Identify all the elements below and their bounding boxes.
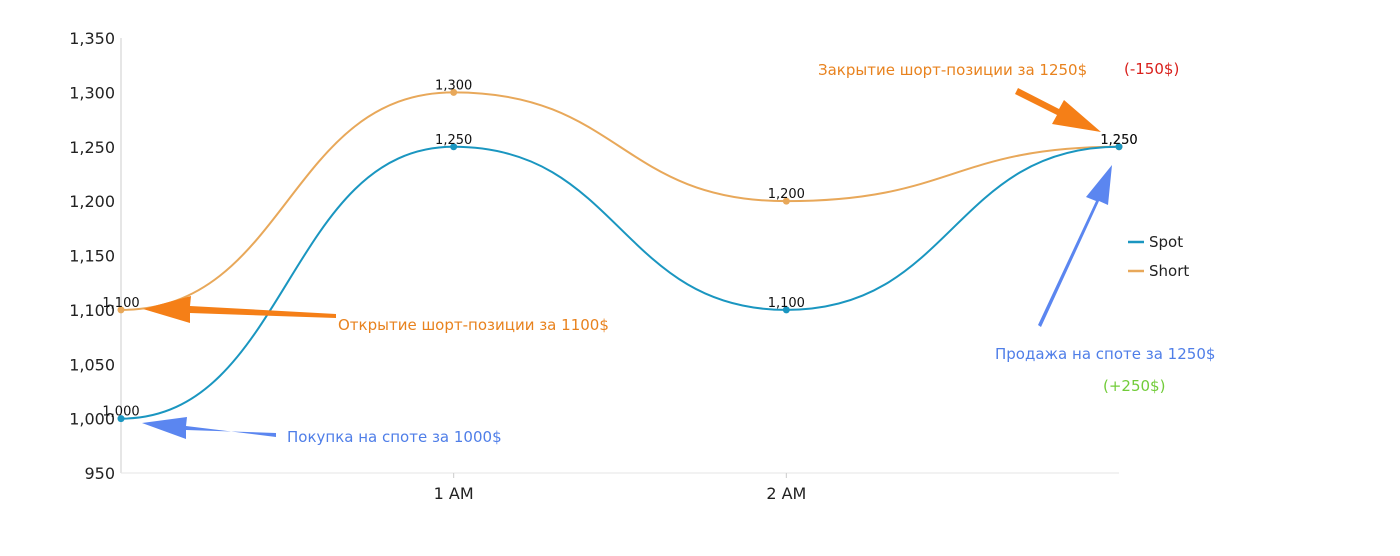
y-tick-label: 1,200 xyxy=(69,192,115,211)
y-tick-label: 1,350 xyxy=(69,29,115,48)
data-point-spot xyxy=(1115,143,1123,151)
data-point-short xyxy=(117,306,125,314)
annotation-arrows xyxy=(142,88,1112,439)
spot-sell-pnl: (+250$) xyxy=(1103,377,1165,395)
spot-sell-annotation: Продажа на споте за 1250$ xyxy=(995,345,1215,363)
data-label-short: 1,100 xyxy=(102,296,139,311)
legend-label-short: Short xyxy=(1149,262,1189,280)
y-tick-label: 1,050 xyxy=(69,355,115,374)
data-label-spot: 1,250 xyxy=(435,133,472,148)
data-label-spot: 1,000 xyxy=(102,405,139,420)
chart-axes: 950 1,000 1,050 1,100 1,150 1,200 1,250 1,300 1,… xyxy=(69,29,1119,503)
data-point-spot xyxy=(450,143,458,151)
short-open-annotation: Открытие шорт-позиции за 1100$ xyxy=(338,316,609,334)
series-line-spot xyxy=(120,145,1120,420)
y-tick-label: 1,100 xyxy=(69,301,115,320)
series-line-short xyxy=(120,91,1120,311)
data-label-short: 1,200 xyxy=(768,187,805,202)
y-tick-label: 1,150 xyxy=(69,247,115,266)
data-label-spot: 1,250 xyxy=(1100,133,1137,148)
short-close-arrow xyxy=(1015,88,1101,132)
spot-sell-arrow xyxy=(1038,165,1112,327)
x-tick-label: 2 AM xyxy=(766,484,806,503)
spot-buy-arrow xyxy=(142,417,276,439)
y-tick-label: 950 xyxy=(84,464,115,483)
short-close-pnl: (-150$) xyxy=(1124,60,1179,78)
data-label-spot: 1,100 xyxy=(768,296,805,311)
data-point-short xyxy=(450,88,458,96)
x-tick-label: 1 AM xyxy=(434,484,474,503)
data-point-short xyxy=(782,197,790,205)
short-open-arrow xyxy=(143,296,336,323)
data-point-spot xyxy=(782,306,790,314)
y-tick-label: 1,250 xyxy=(69,138,115,157)
y-tick-label: 1,300 xyxy=(69,83,115,102)
spot-buy-annotation: Покупка на споте за 1000$ xyxy=(287,428,502,446)
y-tick-label: 1,000 xyxy=(69,410,115,429)
chart-points xyxy=(117,88,1123,423)
data-label-short: 1,300 xyxy=(435,78,472,93)
legend-label-spot: Spot xyxy=(1149,233,1183,251)
short-close-annotation: Закрытие шорт-позиции за 1250$ xyxy=(818,61,1087,79)
chart-series xyxy=(120,91,1120,420)
chart-legend: Spot Short xyxy=(1128,233,1189,280)
data-label-short: 1,250 xyxy=(1100,133,1137,148)
data-point-spot xyxy=(117,415,125,423)
